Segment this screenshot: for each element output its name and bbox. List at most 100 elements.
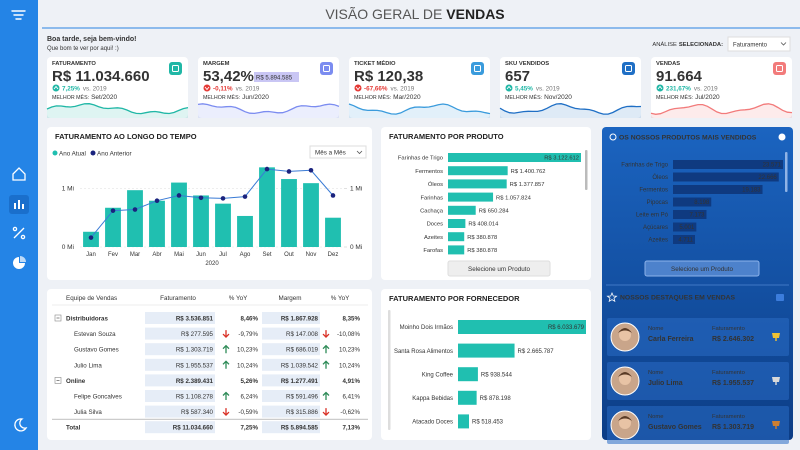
sparkline-area (47, 103, 188, 118)
yoy-arrow (222, 344, 230, 354)
bar (448, 205, 476, 215)
kpi-value: R$ 120,38 (354, 68, 423, 85)
category-label: Farofas (423, 248, 443, 254)
row-label: Gustavo Gomes (74, 347, 119, 354)
value-label: R$ 1.377.857 (510, 182, 545, 188)
menu-icon[interactable] (11, 10, 26, 20)
cell-value: R$ 11.034.660 (173, 425, 214, 432)
value-label-caption: Faturamento (712, 414, 745, 420)
kpi-value: 53,42% (203, 68, 254, 85)
category-label: Farinhas de Trigo (621, 163, 668, 169)
x-tick-label: Fev (108, 252, 118, 258)
avatar-hair (618, 372, 632, 377)
cell-value: R$ 1.039.542 (281, 362, 319, 369)
select-button[interactable] (447, 260, 551, 277)
row-label: Online (66, 378, 86, 385)
legend-label: Ano Anterior (97, 150, 132, 157)
y-tick-label: 0 Mi (62, 244, 74, 251)
name-label: Nome (648, 370, 663, 376)
x-tick-label: Ago (240, 252, 251, 258)
cell-value: R$ 686.019 (286, 347, 319, 354)
info-icon (778, 133, 786, 141)
bar (458, 390, 477, 405)
home-icon[interactable] (12, 167, 26, 181)
analysis-dropdown[interactable] (727, 36, 791, 52)
cell-value: R$ 1.303.719 (176, 347, 214, 354)
kpi-title: VENDAS (656, 61, 680, 67)
period-dropdown[interactable] (309, 145, 367, 159)
category-label: Cachaça (420, 209, 444, 215)
bar (673, 210, 707, 219)
value-label: R$ 1.400.762 (511, 169, 546, 175)
category-label: Moinho Dois Irmãos (400, 325, 453, 331)
cell-value: R$ 1.955.537 (176, 362, 214, 369)
cell-value: R$ 591.496 (286, 394, 319, 401)
cell-value: 4,91% (342, 378, 360, 385)
select-button[interactable] (644, 260, 760, 277)
sparkline-area (349, 104, 490, 118)
value-label: 4.711 (678, 238, 693, 244)
panel (651, 57, 792, 118)
x-tick-label: Jul (219, 252, 227, 258)
cell-value: R$ 147.008 (286, 331, 319, 338)
bar (448, 232, 465, 242)
kpi-title: TICKET MÉDIO (354, 59, 396, 67)
kpi-icon-glyph (474, 65, 481, 72)
cell-bg (262, 405, 320, 418)
cell-bg (145, 343, 215, 356)
cell-value: 7,25% (240, 425, 258, 432)
analysis-label: ANÁLISE SELECIONADA: (652, 41, 723, 48)
bar (281, 179, 297, 247)
avatar-hair (618, 416, 632, 421)
theme-icon[interactable] (14, 418, 28, 432)
panel (602, 127, 793, 440)
value-label: R$ 938.544 (481, 372, 513, 378)
pie-icon[interactable] (13, 256, 26, 269)
greeting: Boa tarde, seja bem-vindo! (47, 36, 136, 43)
category-label: Açúcares (643, 225, 668, 231)
trend-icon (203, 84, 211, 92)
cell-value: 10,24% (339, 362, 360, 369)
percent-icon[interactable] (12, 226, 26, 240)
kpi-change: 231,67% (666, 86, 691, 93)
kpi-value: 657 (505, 68, 530, 85)
value-label: R$ 1.057.824 (496, 195, 532, 201)
line (90, 168, 334, 238)
period-value: Mês a Mês (315, 149, 346, 156)
avatar-face (619, 329, 631, 341)
kpi-icon (471, 62, 484, 75)
scrollbar (388, 310, 391, 430)
kpi-best-label: MELHOR MÊS: (354, 93, 391, 101)
cell-value: R$ 2.389.431 (176, 378, 214, 385)
trophy-icon (772, 333, 780, 341)
bar (105, 207, 121, 247)
kpi-change: 5,45% (515, 86, 533, 93)
avatar-face (619, 417, 631, 429)
kpi-value: 91.664 (656, 68, 703, 85)
y-tick-label: 1 Mi (62, 186, 74, 193)
cell-bg (262, 327, 320, 340)
bar (448, 245, 465, 255)
highlight-card (607, 318, 789, 356)
analysis-value: Faturamento (733, 43, 768, 49)
sparkline (197, 103, 340, 115)
cell-bg (262, 343, 320, 356)
cell-value: 10,23% (339, 347, 360, 354)
line-point (286, 169, 292, 174)
line-point (198, 195, 204, 201)
kpi-best-label: MELHOR MÊS: (52, 93, 89, 101)
bar (458, 414, 469, 429)
chart-icon[interactable] (14, 200, 24, 209)
value-label: R$ 380.878 (467, 235, 497, 241)
line-point (220, 196, 226, 201)
value-label: R$ 6.033.679 (548, 325, 585, 331)
person-value: R$ 1.303.719 (712, 424, 754, 431)
kpi-best-row: MELHOR MÊS: Set/2020 (52, 93, 118, 101)
kpi-vs: vs. 2019 (236, 86, 260, 93)
dropdown-chevron (356, 150, 363, 155)
value-label: 19.183 (742, 188, 761, 194)
value-label: 5.001 (679, 225, 695, 231)
sparkline (348, 103, 491, 115)
bar (448, 166, 508, 176)
